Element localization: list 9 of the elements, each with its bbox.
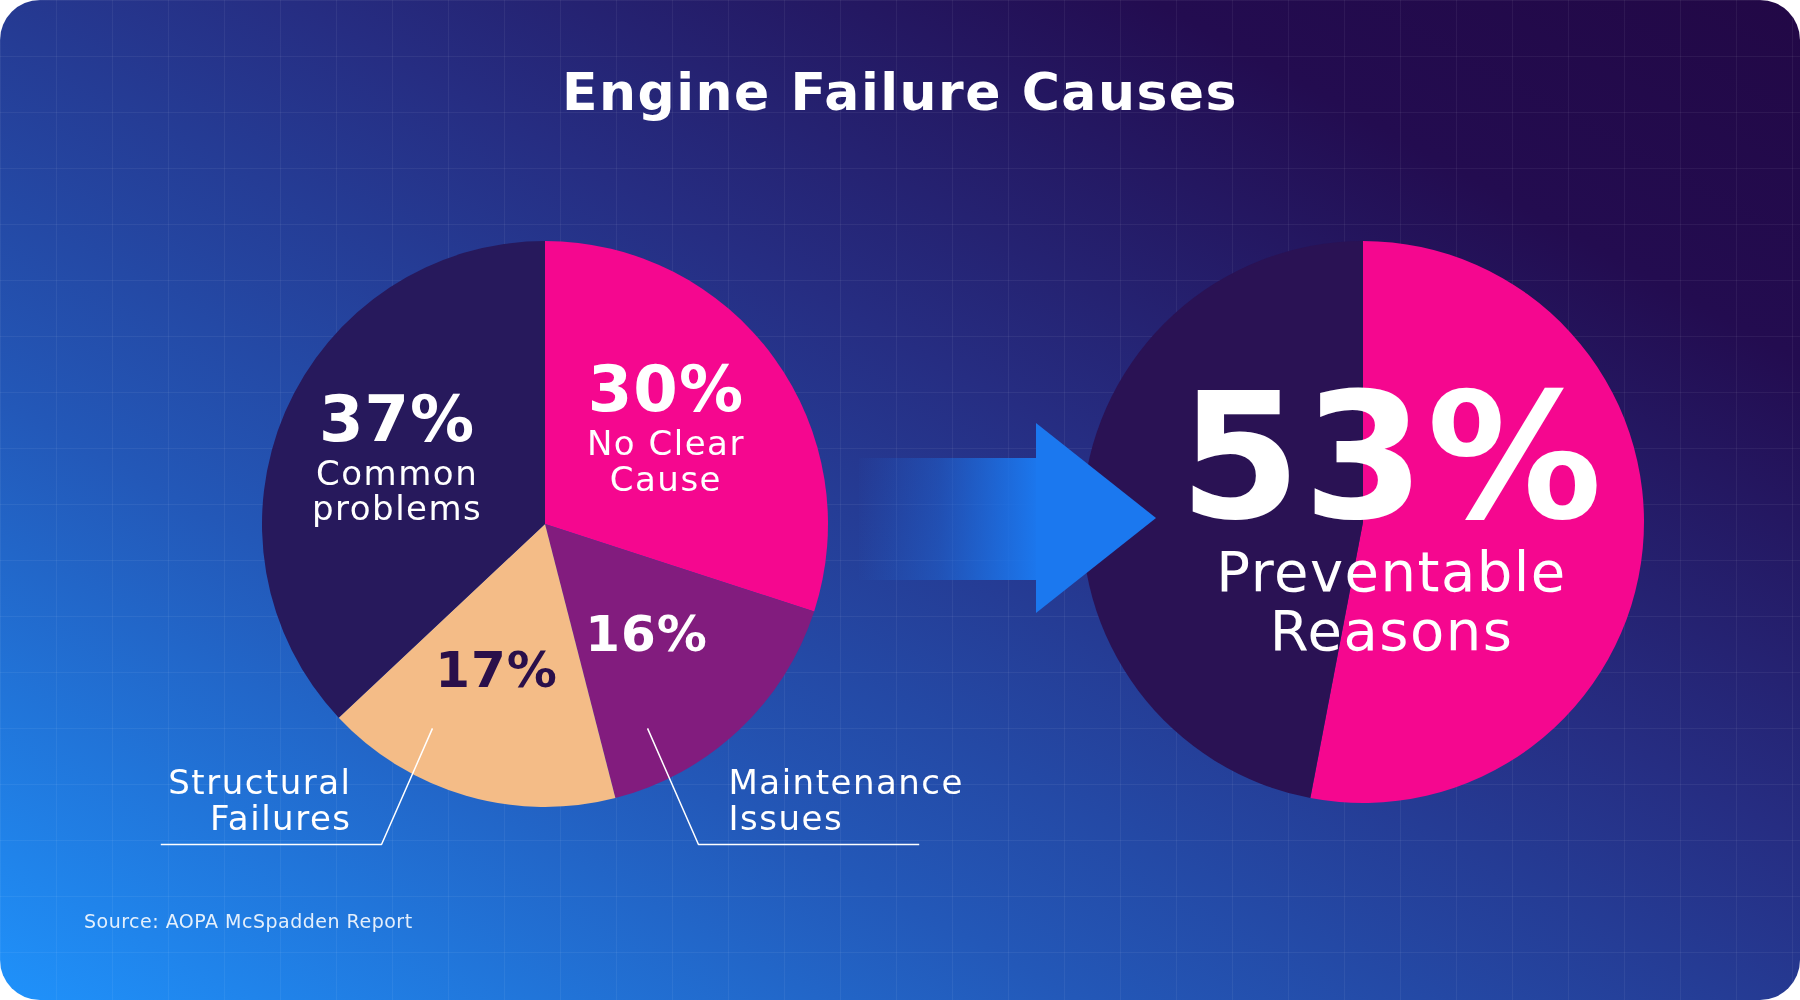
slice-label: No Clear Cause	[586, 423, 745, 499]
pie-slice	[545, 241, 828, 612]
slice-label: Maintenance Issues	[728, 762, 964, 839]
data-label: 16%	[585, 604, 708, 663]
data-label: 30%	[587, 351, 745, 426]
source-note: Source: AOPA McSpadden Report	[84, 910, 413, 932]
chart-title: Engine Failure Causes	[560, 62, 1240, 122]
data-label: 17%	[435, 640, 558, 699]
slice-label: Structural Failures	[168, 762, 352, 839]
